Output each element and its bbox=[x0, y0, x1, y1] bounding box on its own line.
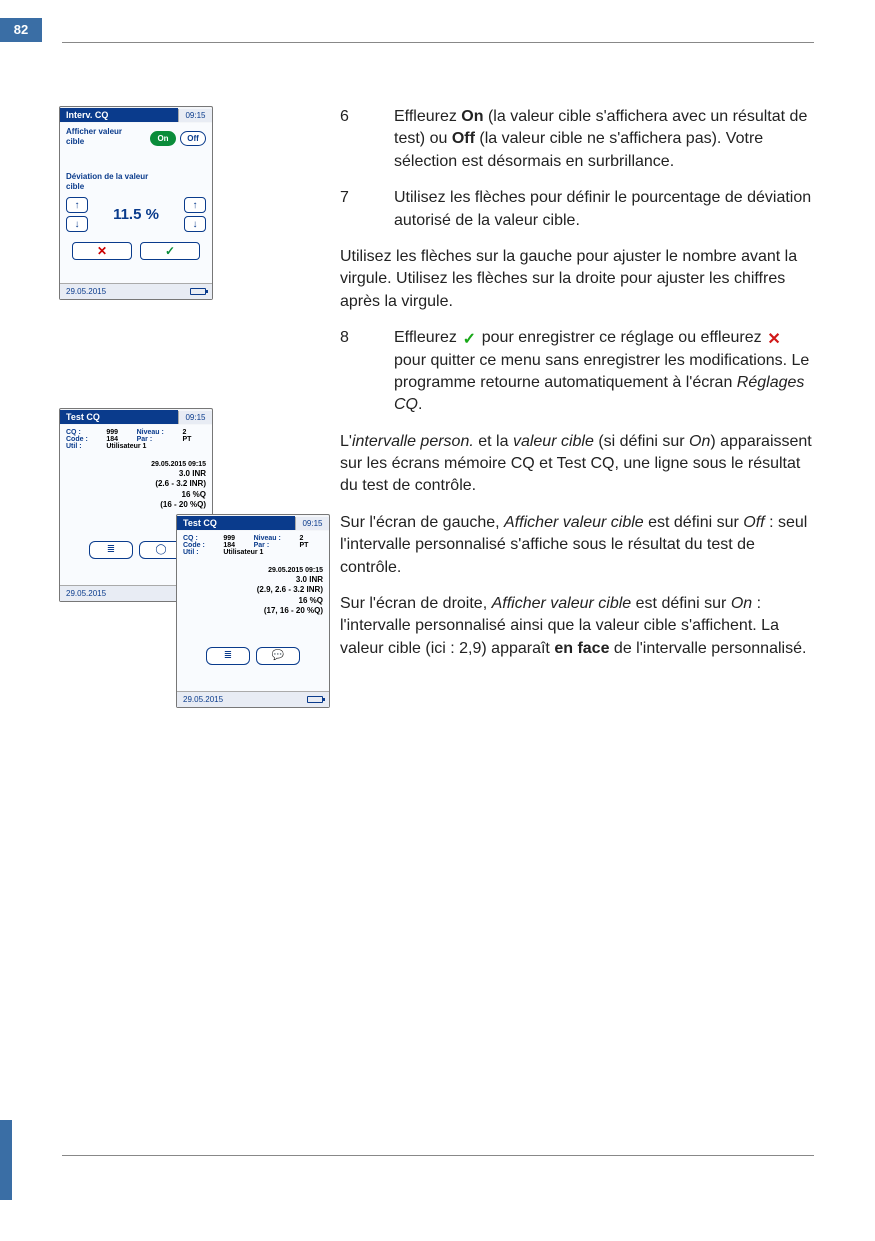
list-button[interactable]: ≣ bbox=[89, 541, 133, 559]
step-7-num: 7 bbox=[340, 187, 394, 232]
top-rule bbox=[62, 42, 814, 43]
step-6-body: Effleurez On (la valeur cible s'afficher… bbox=[394, 106, 812, 173]
bottom-rule bbox=[62, 1155, 814, 1156]
para-left-screen: Sur l'écran de gauche, Afficher valeur c… bbox=[340, 512, 812, 579]
screen2-results: 29.05.2015 09:15 3.0 INR (2.6 - 3.2 INR)… bbox=[66, 460, 206, 511]
x-icon: ✕ bbox=[766, 329, 782, 343]
step-6-num: 6 bbox=[340, 106, 394, 173]
screen2-date: 29.05.2015 bbox=[66, 589, 106, 598]
para-intervalle: L'intervalle person. et la valeur cible … bbox=[340, 431, 812, 498]
screen1-title: Interv. CQ bbox=[60, 108, 178, 122]
screen3-title: Test CQ bbox=[177, 516, 295, 530]
list-button[interactable]: ≣ bbox=[206, 647, 250, 665]
screen-interv-cq: Interv. CQ 09:15 Afficher valeur cible O… bbox=[59, 106, 213, 300]
arrow-up-left[interactable]: ↑ bbox=[66, 197, 88, 213]
screen3-time: 09:15 bbox=[295, 517, 329, 530]
cancel-button[interactable]: ✕ bbox=[72, 242, 132, 260]
screen3-date: 29.05.2015 bbox=[183, 695, 223, 704]
arrow-up-right[interactable]: ↑ bbox=[184, 197, 206, 213]
screen3-results: 29.05.2015 09:15 3.0 INR (2.9, 2.6 - 3.2… bbox=[183, 566, 323, 617]
screen1-date: 29.05.2015 bbox=[66, 287, 106, 296]
toggle-off[interactable]: Off bbox=[180, 131, 206, 146]
step-8-num: 8 bbox=[340, 327, 394, 417]
arrow-down-left[interactable]: ↓ bbox=[66, 216, 88, 232]
page-number: 82 bbox=[0, 18, 42, 42]
percent-value: 11.5 % bbox=[113, 206, 159, 223]
screen2-time: 09:15 bbox=[178, 411, 212, 424]
arrow-down-right[interactable]: ↓ bbox=[184, 216, 206, 232]
step-8-body: Effleurez ✓ pour enregistrer ce réglage … bbox=[394, 327, 812, 417]
para-right-screen: Sur l'écran de droite, Afficher valeur c… bbox=[340, 593, 812, 660]
screen3-meta: CQ :999 Niveau :2 Code :184 Par :PT Util… bbox=[183, 535, 323, 556]
toggle-on[interactable]: On bbox=[150, 131, 176, 146]
side-tab bbox=[0, 1120, 12, 1200]
battery-icon bbox=[190, 288, 206, 295]
check-icon: ✓ bbox=[461, 329, 477, 343]
screen2-title: Test CQ bbox=[60, 410, 178, 424]
screen2-meta: CQ :999 Niveau :2 Code :184 Par :PT Util… bbox=[66, 429, 206, 450]
instruction-text: 6 Effleurez On (la valeur cible s'affich… bbox=[340, 106, 812, 674]
battery-icon bbox=[307, 696, 323, 703]
comment-button[interactable]: 💬 bbox=[256, 647, 300, 665]
para-arrows: Utilisez les flèches sur la gauche pour … bbox=[340, 246, 812, 313]
confirm-button[interactable]: ✓ bbox=[140, 242, 200, 260]
screen-test-cq-on: Test CQ 09:15 CQ :999 Niveau :2 Code :18… bbox=[176, 514, 330, 708]
label-deviation: Déviation de la valeur cible bbox=[66, 172, 156, 191]
label-show-target: Afficher valeur cible bbox=[66, 127, 136, 146]
screen1-time: 09:15 bbox=[178, 109, 212, 122]
step-7-body: Utilisez les flèches pour définir le pou… bbox=[394, 187, 812, 232]
